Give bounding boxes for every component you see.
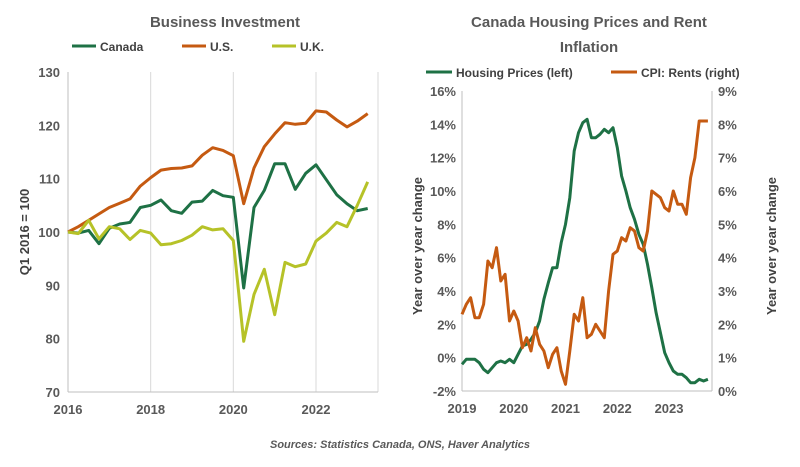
legend-label: CPI: Rents (right) [641, 66, 740, 80]
y-tick-label: 90 [46, 278, 60, 293]
chart-title: Canada Housing Prices and Rent Inflation [471, 14, 707, 56]
series-lines [67, 109, 370, 343]
y-tick-label-right: 8% [718, 117, 737, 132]
y-tick-label-right: 3% [718, 284, 737, 299]
y-axis-label-left: Year over year change [410, 177, 425, 315]
housing-rent-chart: Canada Housing Prices and Rent Inflation … [410, 14, 779, 416]
series-line-u-k [67, 181, 370, 343]
y-tick-label-right: 5% [718, 217, 737, 232]
legend-label: U.K. [300, 40, 324, 54]
y-axis-label-right: Year over year change [764, 177, 779, 315]
x-tick-label: 2022 [302, 402, 331, 417]
legend-label: Housing Prices (left) [456, 66, 573, 80]
y-tick-label-left: 8% [437, 217, 456, 232]
series-lines [460, 117, 709, 386]
y-tick-label: 130 [38, 65, 60, 80]
y-tick-label: 110 [39, 172, 60, 187]
y-tick-label-left: 0% [437, 351, 456, 366]
legend: Canada U.S. U.K. [72, 40, 324, 54]
y-tick-label-right: 4% [718, 251, 737, 266]
series-line-housing-prices-left [460, 117, 709, 385]
x-tick-label: 2023 [655, 401, 684, 416]
y-tick-label-left: 14% [430, 117, 456, 132]
y-tick-label-left: 12% [430, 151, 456, 166]
x-tick-label: 2019 [448, 401, 477, 416]
series-line-canada [67, 162, 369, 290]
chart-title-line: Inflation [560, 39, 618, 56]
y-tick-label: 70 [46, 385, 60, 400]
chart-title-line: Canada Housing Prices and Rent [471, 14, 707, 31]
legend-label: U.S. [210, 40, 233, 54]
axes: 70 80 90 100 110 120 130 2016 2018 2020 2022 [38, 65, 378, 417]
y-tick-label: 100 [38, 225, 60, 240]
x-tick-label: 2020 [499, 401, 528, 416]
series-line-u-s [67, 109, 369, 234]
x-tick-label: 2018 [136, 402, 165, 417]
y-tick-label-right: 0% [718, 384, 737, 399]
series-line-cpi-rents-right [460, 119, 708, 386]
y-tick-label-right: 1% [718, 351, 737, 366]
legend: Housing Prices (left) CPI: Rents (right) [426, 66, 740, 80]
legend-label: Canada [100, 40, 144, 54]
y-tick-label-right: 6% [718, 184, 737, 199]
y-tick-label-left: 4% [437, 284, 456, 299]
y-tick-label-left: 6% [437, 251, 456, 266]
y-tick-label-right: 7% [718, 151, 737, 166]
x-tick-label: 2022 [603, 401, 632, 416]
y-tick-label: 80 [46, 332, 60, 347]
y-axis-label: Q1 2016 = 100 [17, 189, 32, 275]
axes: -2% 0% 2% 4% 6% 8% 10% 12% 14% 16% 0% 1% 2% 3% 4% 5% 6% 7… [430, 84, 737, 416]
source-note: Sources: Statistics Canada, ONS, Haver A… [270, 439, 530, 451]
grid [67, 72, 379, 392]
y-tick-label-left: 16% [430, 84, 456, 99]
y-tick-label-left: -2% [433, 384, 457, 399]
business-investment-chart: Business Investment Canada U.S. U.K. 70 80 9… [17, 14, 379, 417]
y-tick-label-right: 9% [718, 84, 737, 99]
y-tick-label-left: 10% [430, 184, 456, 199]
chart-title: Business Investment [150, 14, 300, 31]
y-tick-label-left: 2% [437, 317, 456, 332]
x-tick-label: 2016 [54, 402, 83, 417]
x-tick-label: 2021 [551, 401, 580, 416]
x-tick-label: 2020 [219, 402, 248, 417]
y-tick-label-right: 2% [718, 317, 737, 332]
y-tick-label: 120 [38, 118, 60, 133]
